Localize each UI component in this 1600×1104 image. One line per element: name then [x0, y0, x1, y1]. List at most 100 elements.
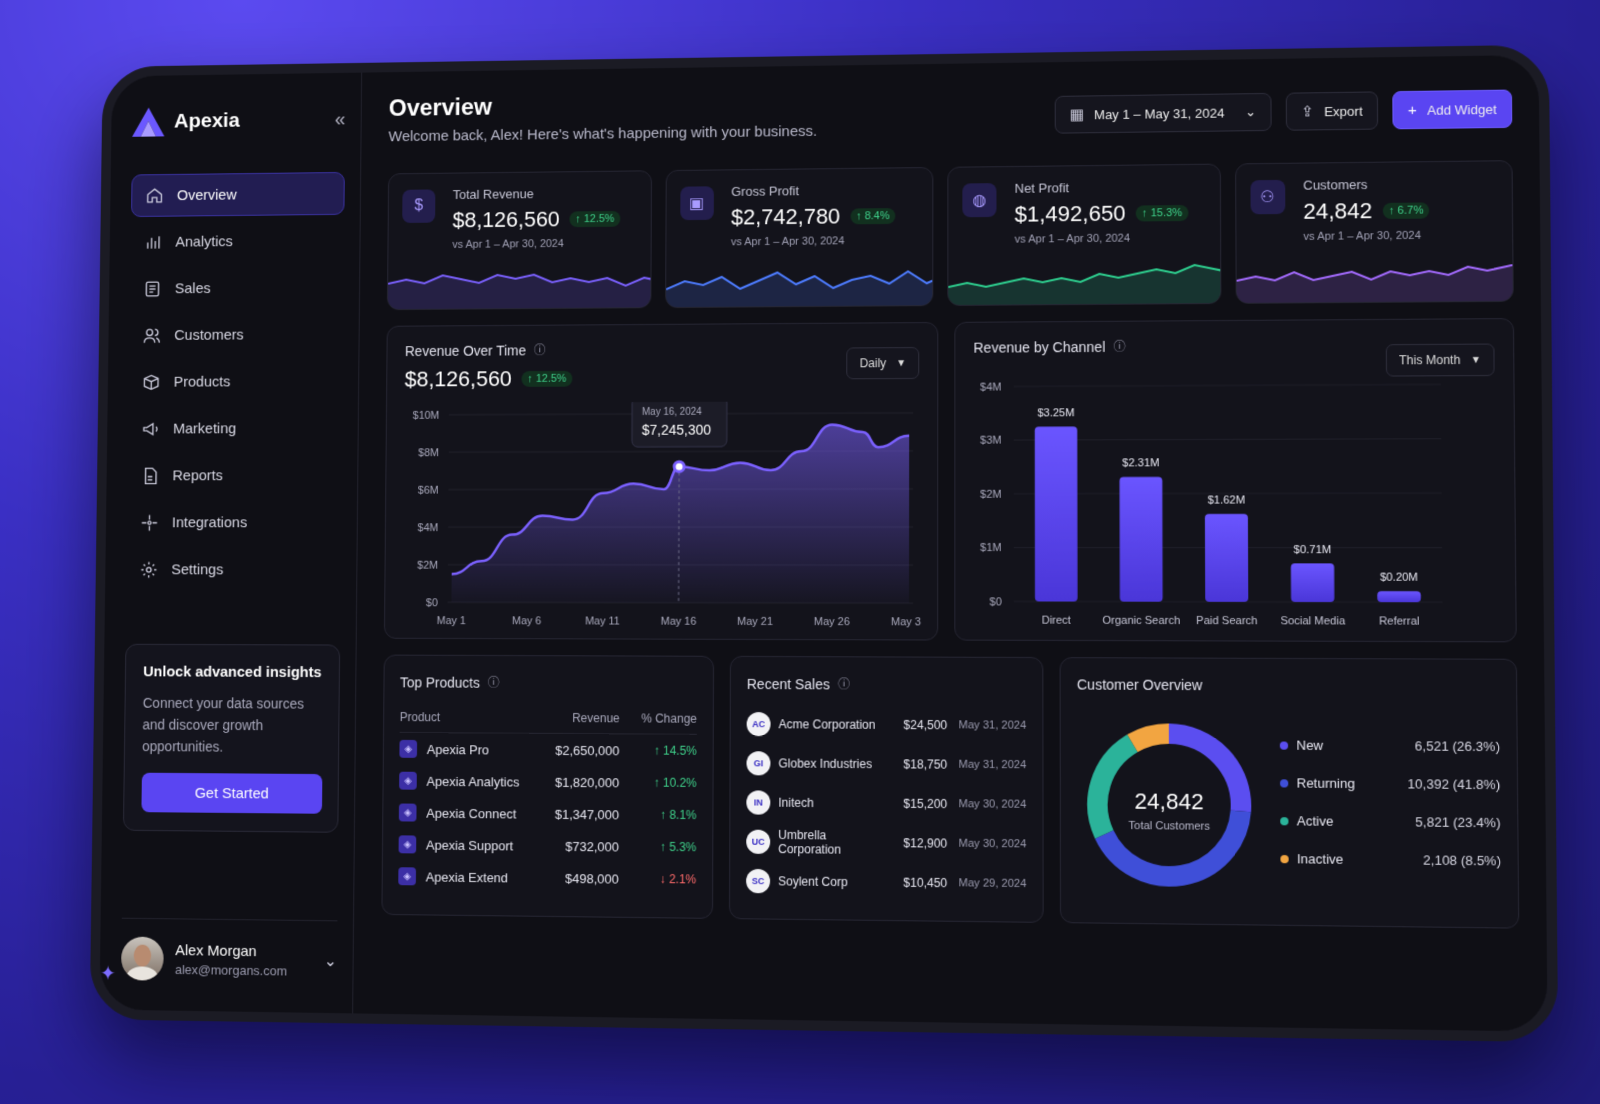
- sidebar-item-overview[interactable]: Overview: [131, 172, 345, 217]
- legend-item[interactable]: Active 5,821 (23.4%): [1280, 802, 1501, 842]
- chevron-down-icon: ⌄: [1245, 104, 1256, 120]
- info-icon[interactable]: ⓘ: [838, 675, 850, 692]
- revenue-bar-chart[interactable]: $0 $1M $2M $3M $4M $3.25M Direct $2.31M Organic …: [969, 368, 1451, 635]
- bar-value-label: $3.25M: [1037, 407, 1074, 419]
- collapse-sidebar-icon[interactable]: «: [335, 108, 346, 130]
- x-tick-label: May 16: [661, 616, 697, 628]
- info-icon[interactable]: ⓘ: [1113, 338, 1125, 355]
- period-select[interactable]: Daily ▼: [847, 347, 920, 379]
- sale-amount: $18,750: [891, 757, 947, 772]
- brand: Apexia «: [132, 100, 345, 142]
- kpi-label: Gross Profit: [731, 182, 916, 199]
- sale-date: May 29, 2024: [947, 877, 1026, 890]
- list-item[interactable]: UC Umbrella Corporation $12,900 May 30, 202…: [746, 822, 1026, 864]
- legend-value: 10,392 (41.8%): [1407, 776, 1500, 792]
- promo-card: ✦ Unlock advanced insights Connect your …: [123, 644, 340, 833]
- table-row[interactable]: ◈ Apexia Pro $2,650,000 ↑ 14.5%: [399, 733, 697, 767]
- chevron-down-icon[interactable]: ⌄: [324, 951, 337, 971]
- info-icon[interactable]: ⓘ: [534, 341, 546, 358]
- gear-icon: [140, 560, 158, 579]
- legend-dot: [1280, 741, 1288, 749]
- kpi-value: 24,842: [1303, 198, 1372, 225]
- x-tick-label: May 26: [814, 616, 850, 628]
- sale-date: May 31, 2024: [947, 719, 1026, 732]
- sparkline: [1236, 254, 1514, 303]
- product-name: Apexia Extend: [426, 869, 508, 885]
- box-icon: [142, 373, 160, 392]
- sidebar-item-reports[interactable]: Reports: [127, 453, 342, 497]
- receipt-icon: [143, 279, 161, 298]
- y-tick-label: $6M: [418, 485, 439, 497]
- top-products-card: Top Products ⓘ Product Revenue % Change …: [381, 655, 714, 919]
- sidebar-item-integrations[interactable]: Integrations: [127, 501, 342, 544]
- list-item[interactable]: SC Soylent Corp $10,450 May 29, 2024: [746, 861, 1026, 904]
- company-name: Soylent Corp: [778, 874, 891, 889]
- user-profile[interactable]: Alex Morgan alex@morgans.com ⌄: [121, 918, 337, 983]
- bar[interactable]: [1291, 563, 1334, 602]
- data-point[interactable]: [674, 462, 684, 472]
- sidebar-item-settings[interactable]: Settings: [126, 548, 341, 591]
- table-row[interactable]: ◈ Apexia Extend $498,000 ↓ 2.1%: [398, 860, 696, 895]
- list-item[interactable]: GI Globex Industries $18,750 May 31, 2024: [746, 743, 1026, 784]
- sidebar-item-analytics[interactable]: Analytics: [130, 219, 344, 264]
- chevron-down-icon: ▼: [896, 358, 906, 369]
- sidebar-item-label: Sales: [175, 280, 211, 297]
- kpi-label: Customers: [1303, 175, 1495, 192]
- table-row[interactable]: ◈ Apexia Connect $1,347,000 ↑ 8.1%: [399, 797, 697, 832]
- product-name: Apexia Support: [426, 837, 513, 853]
- legend-dot: [1280, 854, 1288, 862]
- calendar-icon: ▦: [1070, 105, 1084, 123]
- sidebar-item-products[interactable]: Products: [129, 359, 343, 403]
- add-widget-button[interactable]: + Add Widget: [1392, 90, 1512, 130]
- table-row[interactable]: ◈ Apexia Analytics $1,820,000 ↑ 10.2%: [399, 765, 697, 799]
- donut-slice[interactable]: [1132, 733, 1168, 743]
- product-change: ↑ 8.1%: [619, 807, 696, 822]
- main-content: Overview Welcome back, Alex! Here's what…: [353, 55, 1547, 1032]
- date-range-picker[interactable]: ▦ May 1 – May 31, 2024 ⌄: [1055, 93, 1272, 134]
- product-revenue: $1,820,000: [540, 774, 619, 790]
- bar[interactable]: [1035, 426, 1078, 601]
- bar[interactable]: [1120, 477, 1163, 602]
- tooltip-value: $7,245,300: [642, 423, 712, 438]
- revenue-line-chart[interactable]: $0 $2M $4M $6M $8M $10M May 1 May 6 May 11 May 16…: [402, 401, 921, 634]
- page-header: Overview Welcome back, Alex! Here's what…: [388, 79, 1512, 167]
- x-tick-label: May 21: [737, 616, 773, 628]
- list-item[interactable]: IN Initech $15,200 May 30, 2024: [746, 782, 1026, 824]
- y-tick-label: $2M: [417, 560, 438, 572]
- export-button[interactable]: ⇪ Export: [1286, 91, 1379, 130]
- legend-item[interactable]: New 6,521 (26.3%): [1280, 726, 1500, 765]
- bar[interactable]: [1205, 514, 1248, 602]
- legend-item[interactable]: Inactive 2,108 (8.5%): [1280, 840, 1501, 880]
- promo-text: Connect your data sources and discover g…: [142, 692, 323, 758]
- sidebar-item-customers[interactable]: Customers: [129, 312, 343, 356]
- product-change: ↑ 10.2%: [619, 775, 696, 790]
- change-badge: ↑ 12.5%: [522, 371, 573, 387]
- avatar: [121, 937, 164, 981]
- revenue-over-time-card: Revenue Over Time ⓘ $8,126,560 ↑ 12.5% D…: [384, 322, 938, 641]
- info-icon[interactable]: ⓘ: [488, 674, 500, 691]
- customer-donut-chart[interactable]: 24,842 Total Customers: [1077, 713, 1262, 898]
- company-name: Initech: [778, 795, 890, 810]
- sparkline: [666, 259, 934, 307]
- sidebar-item-sales[interactable]: Sales: [130, 266, 344, 311]
- sidebar-item-label: Products: [174, 373, 231, 390]
- promo-title: Unlock advanced insights: [143, 663, 322, 683]
- bar[interactable]: [1377, 591, 1421, 602]
- kpi-card[interactable]: $ Total Revenue $8,126,560 ↑ 12.5% vs Apr 1 …: [387, 170, 652, 310]
- product-revenue: $498,000: [540, 870, 619, 886]
- legend-item[interactable]: Returning 10,392 (41.8%): [1280, 764, 1500, 804]
- kpi-value: $1,492,650: [1015, 201, 1126, 228]
- get-started-button[interactable]: Get Started: [141, 773, 322, 814]
- sidebar-nav: Overview Analytics Sales Customers Products M…: [126, 172, 345, 591]
- kpi-card[interactable]: ▣ Gross Profit $2,742,780 ↑ 8.4% vs Apr 1 – …: [665, 167, 934, 308]
- bag-icon: ◍: [962, 183, 996, 217]
- kpi-card[interactable]: ⚇ Customers 24,842 ↑ 6.7% vs Apr 1 – Apr 30,…: [1235, 160, 1514, 304]
- donut-slice[interactable]: [1097, 743, 1132, 835]
- y-tick-label: $0: [426, 597, 438, 609]
- list-item[interactable]: AC Acme Corporation $24,500 May 31, 2024: [747, 704, 1027, 745]
- sidebar-item-marketing[interactable]: Marketing: [128, 406, 343, 450]
- legend-label: Inactive: [1297, 851, 1423, 868]
- kpi-card[interactable]: ◍ Net Profit $1,492,650 ↑ 15.3% vs Apr 1 – A…: [947, 164, 1221, 306]
- table-row[interactable]: ◈ Apexia Support $732,000 ↑ 5.3%: [398, 828, 696, 863]
- product-change: ↑ 5.3%: [619, 839, 697, 854]
